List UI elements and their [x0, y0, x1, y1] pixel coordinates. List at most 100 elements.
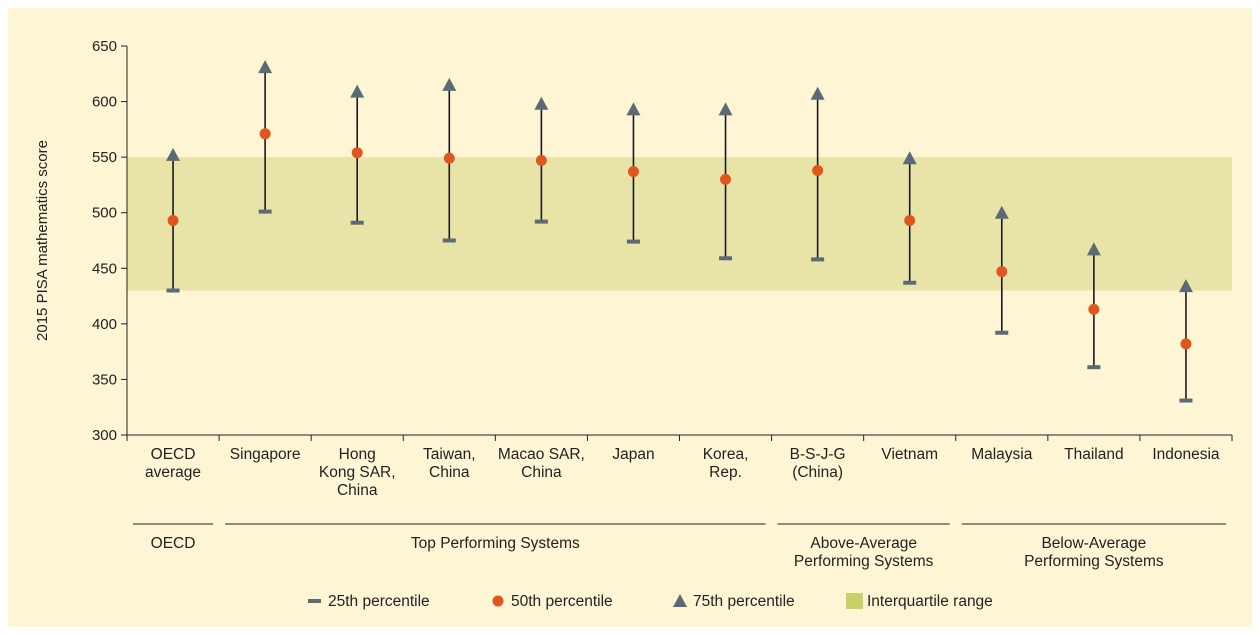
y-tick-label: 600 — [92, 94, 117, 111]
category-label-line: Singapore — [230, 446, 301, 463]
p50-marker — [351, 147, 363, 159]
legend-p75-swatch — [673, 594, 687, 607]
group-label-line: OECD — [151, 535, 196, 552]
p50-marker — [720, 173, 732, 185]
category-label: Korea, Rep. — [703, 446, 749, 481]
category-label: Macao SAR, China — [498, 446, 585, 481]
category-label-line: Taiwan, — [423, 446, 476, 463]
p75-marker — [442, 77, 457, 91]
p25-marker — [534, 219, 548, 224]
category-label-line: Macao SAR, — [498, 446, 585, 463]
category-label: Japan — [612, 446, 654, 463]
category-label-line: Malaysia — [971, 446, 1033, 463]
y-tick-label: 300 — [92, 427, 117, 444]
category-label: Malaysia — [971, 446, 1033, 463]
group-label-line: Performing Systems — [794, 553, 934, 570]
y-tick-label: 500 — [92, 205, 117, 222]
category-label: B-S-J-G (China) — [790, 446, 846, 481]
p75-marker — [350, 84, 365, 98]
category-label-line: Rep. — [709, 464, 742, 481]
series-marks — [166, 60, 1193, 403]
y-tick-label: 650 — [92, 38, 117, 55]
category-label-line: Japan — [612, 446, 654, 463]
category-label: Vietnam — [881, 446, 938, 463]
p50-marker — [904, 214, 916, 226]
group-label: Above-Average Performing Systems — [794, 535, 934, 570]
category-label-line: China — [337, 482, 378, 499]
group-label-line: Below-Average — [1041, 535, 1146, 552]
y-tick-label: 350 — [92, 371, 117, 388]
p75-marker — [1178, 279, 1193, 293]
interquartile-band — [127, 157, 1232, 291]
p25-marker — [811, 257, 825, 262]
p25-marker — [626, 239, 640, 244]
y-axis-title: 2015 PISA mathematics score — [34, 140, 51, 341]
p25-marker — [995, 330, 1009, 335]
category-label-line: OECD — [151, 446, 196, 463]
category-label-line: Indonesia — [1152, 446, 1220, 463]
p75-marker — [166, 147, 181, 161]
y-tick-label: 400 — [92, 316, 117, 333]
p50-marker — [167, 214, 179, 226]
p25-marker — [442, 238, 456, 243]
y-axis: 300 350 400 450 500 550 600 650 — [92, 38, 128, 444]
group-label-line: Above-Average — [810, 535, 917, 552]
p50-marker — [535, 154, 547, 166]
legend-label: 50th percentile — [511, 593, 613, 610]
category-label-line: (China) — [792, 464, 843, 481]
p25-marker — [1087, 365, 1101, 370]
group-labels: OECD Top Performing Systems Above-Average P… — [133, 523, 1226, 570]
p50-marker — [259, 128, 271, 140]
y-tick-label: 450 — [92, 260, 117, 277]
category-label: OECD average — [145, 446, 201, 481]
p25-marker — [258, 209, 272, 214]
p50-marker — [1088, 303, 1100, 315]
p25-marker — [1179, 398, 1193, 403]
group-label: Top Performing Systems — [411, 535, 580, 552]
p75-marker — [994, 205, 1009, 219]
percentile-chart: 300 350 400 450 500 550 600 650 2015 PISA mathe… — [34, 38, 1233, 610]
p75-marker — [1086, 242, 1101, 256]
p50-marker — [627, 166, 639, 178]
p25-marker — [903, 280, 917, 285]
category-label-line: average — [145, 464, 201, 481]
category-label-line: B-S-J-G — [790, 446, 846, 463]
p50-marker — [812, 164, 824, 176]
category-label: Indonesia — [1152, 446, 1220, 463]
category-label: Hong Kong SAR, China — [319, 446, 396, 499]
category-label-line: China — [521, 464, 562, 481]
legend-p25-swatch — [308, 599, 321, 603]
group-label: OECD — [151, 535, 196, 552]
legend-label: 75th percentile — [693, 593, 795, 610]
legend: 25th percentile 50th percentile 75th perce… — [308, 593, 993, 610]
category-label-line: Vietnam — [881, 446, 938, 463]
group-label-line: Performing Systems — [1024, 553, 1164, 570]
group-label-line: Top Performing Systems — [411, 535, 580, 552]
p25-marker — [350, 220, 364, 225]
legend-label: Interquartile range — [867, 593, 993, 610]
legend-label: 25th percentile — [328, 593, 430, 610]
category-label-line: Thailand — [1064, 446, 1123, 463]
y-tick-label: 550 — [92, 149, 117, 166]
p50-marker — [996, 266, 1008, 278]
category-label-line: Hong — [339, 446, 376, 463]
p25-marker — [719, 256, 733, 261]
p75-marker — [534, 96, 549, 110]
p75-marker — [810, 86, 825, 100]
chart-frame: 300 350 400 450 500 550 600 650 2015 PISA mathe… — [8, 8, 1252, 627]
category-label: Singapore — [230, 446, 301, 463]
category-label-line: Korea, — [703, 446, 749, 463]
p50-marker — [1180, 338, 1192, 350]
p50-marker — [443, 152, 455, 164]
category-label-line: Kong SAR, — [319, 464, 396, 481]
category-label: Taiwan, China — [423, 446, 476, 481]
p75-marker — [258, 60, 273, 74]
category-label-line: China — [429, 464, 470, 481]
group-label: Below-Average Performing Systems — [1024, 535, 1164, 570]
legend-p50-swatch — [492, 595, 504, 607]
p75-marker — [902, 151, 917, 165]
p75-marker — [718, 102, 733, 116]
p25-marker — [166, 288, 180, 293]
p75-marker — [626, 102, 641, 116]
